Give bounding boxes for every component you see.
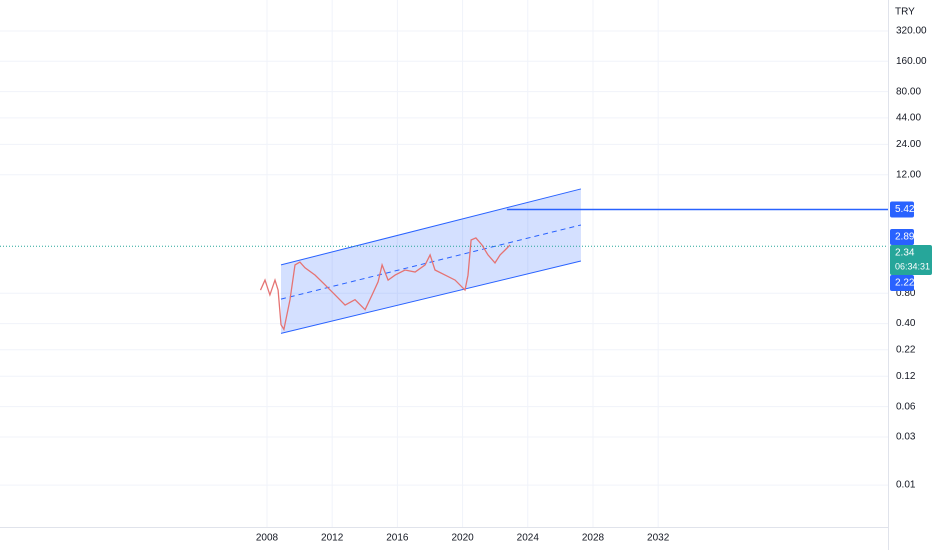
price-tag-label: 2.34 [895, 248, 915, 259]
channel-fill [281, 188, 581, 334]
y-tick-label: 12.00 [896, 169, 921, 180]
channel-upper [280, 188, 582, 266]
y-tick-label: 80.00 [896, 86, 921, 97]
x-tick-label: 2008 [256, 533, 279, 544]
price-tag [890, 245, 932, 276]
x-tick-label: 2024 [517, 533, 540, 544]
y-tick-label: 320.00 [896, 26, 927, 37]
x-tick-label: 2032 [647, 533, 670, 544]
price-line [259, 237, 511, 332]
countdown-label: 06:34:31 [895, 261, 930, 271]
y-tick-label: 0.03 [896, 432, 916, 443]
x-tick-label: 2028 [582, 533, 605, 544]
y-tick-label: 160.00 [896, 56, 927, 67]
y-tick-label: 0.01 [896, 480, 916, 491]
price-tag [890, 201, 914, 218]
x-tick-label: 2020 [451, 533, 474, 544]
price-tag-label: 5.42 [895, 204, 915, 215]
channel-midline [280, 224, 582, 300]
y-tick-label: 0.06 [896, 401, 916, 412]
x-tick-label: 2016 [386, 533, 409, 544]
x-tick-label: 2012 [321, 533, 344, 544]
y-tick-label: 0.12 [896, 371, 916, 382]
price-tag [890, 229, 914, 246]
channel-lower [280, 260, 582, 334]
price-tag-label: 2.22 [895, 278, 915, 289]
y-tick-label: 24.00 [896, 139, 921, 150]
y-tick-label: 44.00 [896, 112, 921, 123]
grid [0, 0, 888, 527]
currency-label: TRY [895, 7, 915, 18]
y-tick-label: 0.22 [896, 344, 916, 355]
y-tick-label: 0.80 [896, 288, 916, 299]
price-tag-label: 2.89 [895, 232, 915, 243]
y-tick-label: 0.40 [896, 318, 916, 329]
price-tag [890, 275, 914, 292]
